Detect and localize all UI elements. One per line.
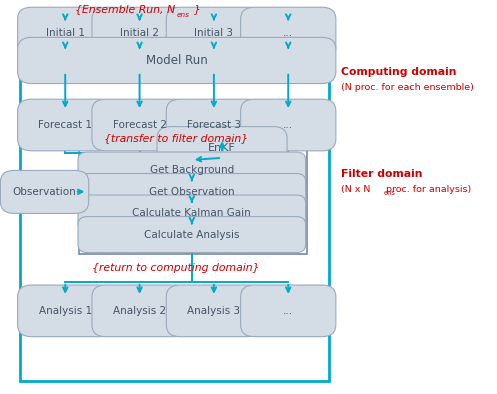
Text: (N proc. for each ensemble): (N proc. for each ensemble) [340, 83, 473, 92]
Text: Forecast 3: Forecast 3 [187, 120, 241, 130]
Text: Initial 1: Initial 1 [46, 28, 85, 38]
Text: ...: ... [283, 306, 293, 316]
Text: Analysis 3: Analysis 3 [187, 306, 241, 316]
Text: {return to computing domain}: {return to computing domain} [92, 263, 259, 273]
FancyBboxPatch shape [78, 152, 306, 188]
FancyBboxPatch shape [17, 99, 113, 151]
Text: EnKF: EnKF [208, 143, 236, 153]
Text: Analysis 1: Analysis 1 [39, 306, 92, 316]
FancyBboxPatch shape [17, 7, 113, 59]
Text: Forecast 2: Forecast 2 [113, 120, 166, 130]
FancyBboxPatch shape [241, 99, 336, 151]
FancyBboxPatch shape [166, 285, 261, 336]
Text: Filter domain: Filter domain [340, 169, 422, 178]
FancyBboxPatch shape [92, 285, 187, 336]
Text: {Ensemble Run, N: {Ensemble Run, N [76, 4, 175, 14]
Text: Computing domain: Computing domain [340, 67, 456, 77]
Text: (N x N: (N x N [340, 185, 370, 194]
FancyBboxPatch shape [157, 126, 287, 169]
Text: }: } [194, 4, 201, 14]
Text: Initial 3: Initial 3 [194, 28, 234, 38]
Bar [80, 142, 307, 254]
Text: ens: ens [383, 190, 395, 196]
FancyBboxPatch shape [241, 7, 336, 59]
FancyBboxPatch shape [17, 37, 336, 84]
Text: Get Background: Get Background [150, 165, 234, 175]
FancyBboxPatch shape [241, 285, 336, 336]
Text: Calculate Analysis: Calculate Analysis [144, 230, 240, 240]
Text: ...: ... [283, 28, 293, 38]
FancyBboxPatch shape [166, 99, 261, 151]
FancyBboxPatch shape [78, 173, 306, 210]
Text: proc. for analysis): proc. for analysis) [383, 185, 472, 194]
Text: Get Observation: Get Observation [149, 186, 235, 197]
FancyBboxPatch shape [0, 170, 88, 214]
Text: Calculate Kalman Gain: Calculate Kalman Gain [133, 208, 251, 218]
Text: Forecast 1: Forecast 1 [38, 120, 92, 130]
FancyBboxPatch shape [78, 217, 306, 253]
FancyBboxPatch shape [92, 99, 187, 151]
Text: Initial 2: Initial 2 [120, 28, 159, 38]
Text: Observation: Observation [13, 187, 77, 197]
FancyBboxPatch shape [78, 195, 306, 231]
Text: Model Run: Model Run [146, 54, 208, 67]
Bar [20, 13, 329, 381]
Text: {transfer to filter domain}: {transfer to filter domain} [103, 133, 248, 143]
FancyBboxPatch shape [166, 7, 261, 59]
Text: ens: ens [177, 12, 190, 18]
Text: Analysis 2: Analysis 2 [113, 306, 166, 316]
FancyBboxPatch shape [17, 285, 113, 336]
FancyBboxPatch shape [92, 7, 187, 59]
Text: ...: ... [283, 120, 293, 130]
